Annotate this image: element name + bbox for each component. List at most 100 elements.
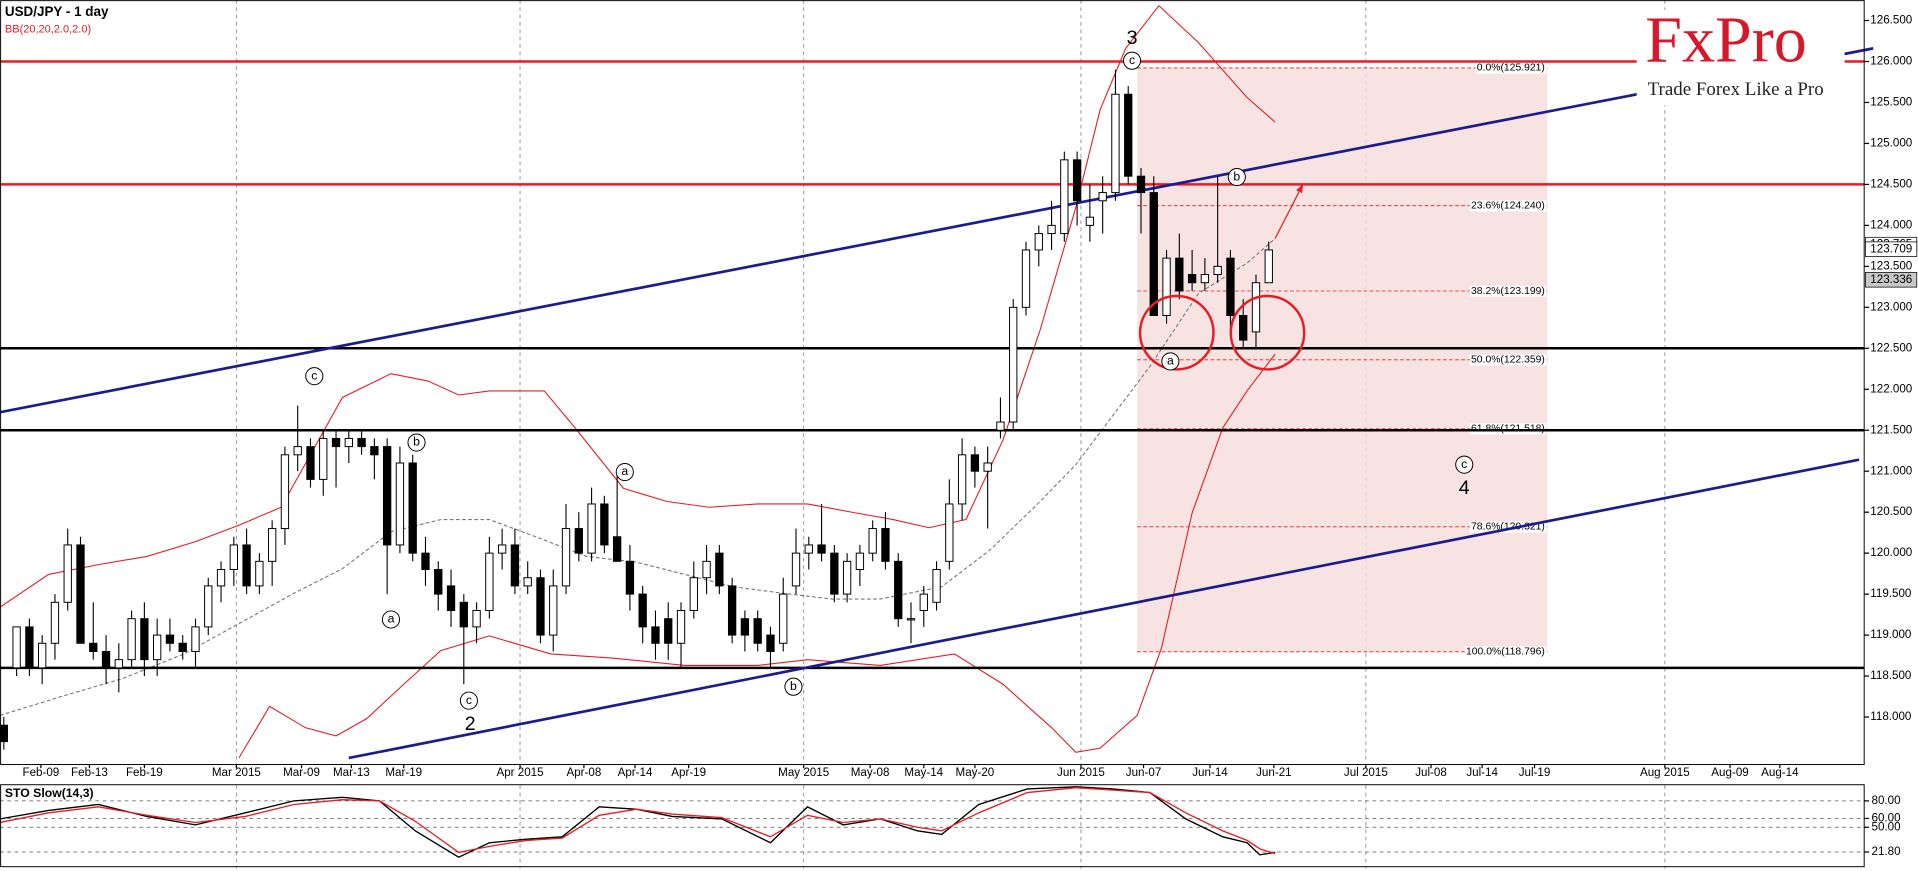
wave-circle xyxy=(784,677,803,696)
candle-body xyxy=(178,642,187,652)
x-tick-label: Jul-19 xyxy=(1519,766,1551,779)
candle-body xyxy=(152,634,162,661)
y-tick-label: 119.500 xyxy=(1870,587,1911,600)
candle-body xyxy=(868,528,877,554)
candle-body xyxy=(1034,233,1043,251)
candle-body xyxy=(1085,216,1095,226)
candle-body xyxy=(344,437,353,448)
candle-body xyxy=(50,601,60,644)
candle-body xyxy=(446,585,456,611)
fib-label-box xyxy=(1469,285,1547,297)
candle-body xyxy=(817,544,826,554)
candle-body xyxy=(1047,224,1056,235)
candle-body xyxy=(702,560,711,579)
wave-circle xyxy=(305,367,324,386)
candle-body xyxy=(1213,265,1222,276)
wave-letter: a xyxy=(621,464,628,478)
y-tick-label: 118.000 xyxy=(1870,710,1911,723)
wave-letter: c xyxy=(1461,457,1467,471)
y-tick-label: 126.500 xyxy=(1870,14,1912,27)
fib-label-box xyxy=(1464,646,1547,658)
x-tick-label: Aug-14 xyxy=(1761,766,1799,779)
indicator-label: BB(20,20,2.0,2.0) xyxy=(5,23,91,35)
x-tick-label: Apr-08 xyxy=(566,766,601,779)
wave-letter: c xyxy=(311,368,317,382)
fib-label: 61.8%(121.518) xyxy=(1471,424,1545,435)
candle-body xyxy=(255,560,264,587)
candle-body xyxy=(1009,306,1018,423)
candle-body xyxy=(664,618,673,644)
trend-line xyxy=(348,458,1860,760)
x-tick-label: May-20 xyxy=(956,766,995,779)
candle-body xyxy=(1124,93,1133,177)
candle-body xyxy=(561,528,571,587)
candle-body xyxy=(1060,159,1069,235)
candle-body xyxy=(408,462,417,554)
x-tick-label: Aug 2015 xyxy=(1640,766,1690,779)
candle-body xyxy=(919,593,928,611)
candle-body xyxy=(497,544,507,554)
candle-body xyxy=(779,593,788,644)
y-tick-label: 123.000 xyxy=(1870,300,1912,313)
y-tick-label: 120.000 xyxy=(1870,546,1912,559)
candle-body xyxy=(574,528,583,554)
bollinger-band xyxy=(0,4,1276,608)
candle-body xyxy=(434,569,443,595)
y-tick-label: 123.500 xyxy=(1870,259,1912,272)
candle-body xyxy=(1149,192,1158,316)
wave-circle xyxy=(459,691,478,710)
candle-body xyxy=(395,462,405,546)
candle-body xyxy=(715,552,724,587)
fib-label: 0.0%(125.921) xyxy=(1477,63,1545,74)
candle-body xyxy=(830,552,839,595)
wave-letter: a xyxy=(1167,354,1174,368)
candle-body xyxy=(357,437,366,448)
candle-body xyxy=(510,544,520,587)
candle-body xyxy=(625,560,635,595)
wave-circle xyxy=(1122,51,1142,70)
candle-body xyxy=(0,724,8,743)
candle-body xyxy=(242,544,251,587)
candle-body xyxy=(140,618,149,661)
candle-body xyxy=(12,626,21,669)
candle-body xyxy=(957,454,967,505)
y-tick-label: 121.000 xyxy=(1870,464,1912,477)
x-tick-label: Jun-07 xyxy=(1126,766,1162,779)
arrow-head xyxy=(1296,183,1304,194)
candle-body xyxy=(970,454,980,472)
highlight-circle xyxy=(1138,294,1215,371)
x-tick-label: Jun-21 xyxy=(1256,766,1291,779)
candle-body xyxy=(791,552,801,587)
y-tick-label: 80.00 xyxy=(1872,794,1901,807)
candle-body xyxy=(638,593,647,628)
y-tick-label: 125.000 xyxy=(1870,136,1912,149)
candle-body xyxy=(1072,159,1082,202)
wave-circle xyxy=(1161,352,1180,371)
candle-body xyxy=(804,544,813,554)
candle-body xyxy=(1021,249,1031,308)
wave-letter: c xyxy=(466,693,472,707)
wave-letter: b xyxy=(790,679,797,693)
y-tick-label: 125.500 xyxy=(1870,96,1912,109)
candle-body xyxy=(38,642,47,669)
x-tick-label: Jun 2015 xyxy=(1057,766,1105,779)
x-tick-label: Jul 2015 xyxy=(1344,766,1388,779)
y-tick-label: 60.00 xyxy=(1872,812,1901,825)
candle-body xyxy=(766,634,775,652)
y-tick-label: 21.80 xyxy=(1872,845,1901,858)
wave-circle xyxy=(615,462,634,482)
candle-body xyxy=(881,528,890,562)
wave-letter: c xyxy=(1129,53,1135,67)
candle-body xyxy=(319,437,328,480)
candle-body xyxy=(421,552,430,571)
candle-body xyxy=(842,560,852,595)
y-tick-label: 119.000 xyxy=(1870,628,1911,641)
candle-body xyxy=(1111,93,1120,194)
candle-body xyxy=(101,650,111,669)
candle-body xyxy=(1239,315,1248,341)
fib-label-box xyxy=(1469,354,1547,366)
stochastic-line xyxy=(0,787,1276,855)
candle-body xyxy=(293,446,302,456)
x-tick-label: May-14 xyxy=(904,766,943,779)
